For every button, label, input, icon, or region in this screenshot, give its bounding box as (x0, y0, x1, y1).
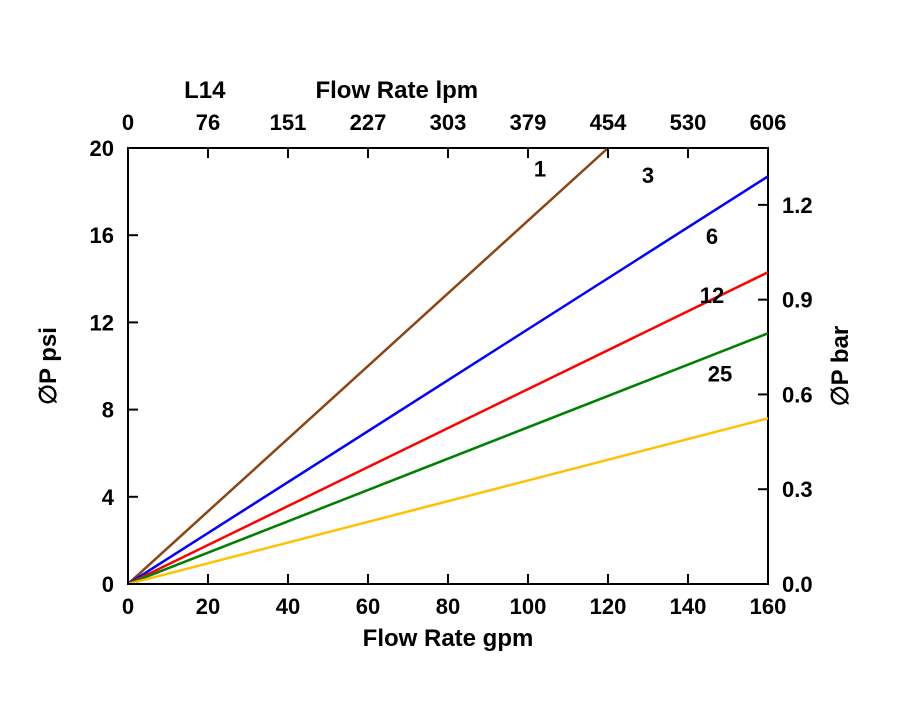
y-right-tick-label: 1.2 (782, 193, 813, 218)
x-top-tick-label: 0 (122, 110, 134, 135)
series-label: 6 (706, 224, 718, 249)
x-bottom-tick-label: 60 (356, 594, 380, 619)
y-left-tick-label: 12 (90, 310, 114, 335)
x-bottom-tick-label: 40 (276, 594, 300, 619)
x-top-tick-label: 379 (510, 110, 547, 135)
y-left-tick-label: 8 (102, 398, 114, 423)
x-top-tick-label: 454 (590, 110, 627, 135)
x-bottom-tick-label: 160 (750, 594, 787, 619)
y-right-tick-label: 0.6 (782, 382, 813, 407)
y-right-tick-label: 0.3 (782, 477, 813, 502)
x-top-tick-label: 606 (750, 110, 787, 135)
y-left-tick-label: 20 (90, 136, 114, 161)
x-bottom-tick-label: 20 (196, 594, 220, 619)
x-bottom-tick-label: 120 (590, 594, 627, 619)
series-label: 12 (700, 283, 724, 308)
y-right-tick-label: 0.9 (782, 288, 813, 313)
x-top-tick-label: 530 (670, 110, 707, 135)
x-top-title: Flow Rate lpm (315, 77, 478, 104)
y-left-tick-label: 16 (90, 223, 114, 248)
x-bottom-tick-label: 80 (436, 594, 460, 619)
x-bottom-title: Flow Rate gpm (363, 625, 534, 652)
y-right-title: ∅P bar (827, 326, 854, 407)
x-top-tick-label: 227 (350, 110, 387, 135)
series-label: 1 (534, 156, 546, 181)
x-bottom-tick-label: 100 (510, 594, 547, 619)
x-top-tick-label: 76 (196, 110, 220, 135)
x-top-tick-label: 151 (270, 110, 307, 135)
x-bottom-tick-label: 140 (670, 594, 707, 619)
series-label: 25 (708, 361, 732, 386)
y-right-tick-label: 0.0 (782, 572, 813, 597)
x-bottom-tick-label: 0 (122, 594, 134, 619)
y-left-tick-label: 0 (102, 572, 114, 597)
y-left-tick-label: 4 (102, 485, 115, 510)
series-label: 3 (642, 163, 654, 188)
pressure-drop-chart: 0204060801001201401600761512273033794545… (0, 0, 908, 702)
x-top-tick-label: 303 (430, 110, 467, 135)
y-left-title: ∅P psi (35, 327, 62, 405)
product-label: L14 (184, 77, 226, 104)
